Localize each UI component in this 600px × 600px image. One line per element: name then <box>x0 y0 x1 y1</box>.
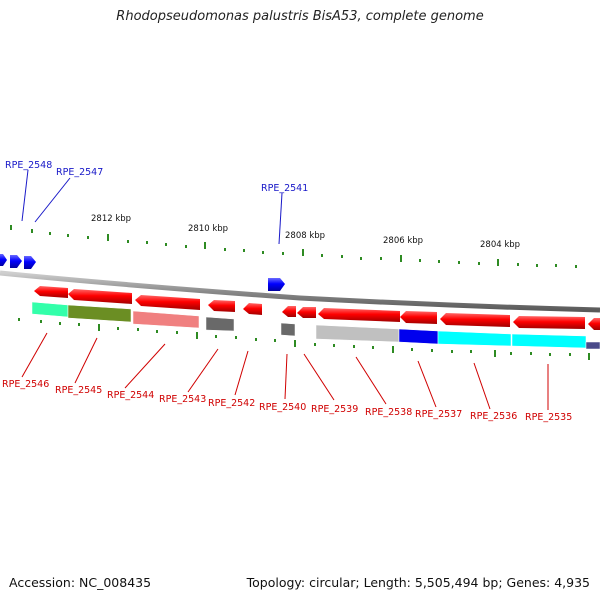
gene-arrow-forward[interactable] <box>0 254 7 266</box>
gene-label[interactable]: RPE_2545 <box>55 385 102 396</box>
gene-arrow-reverse[interactable] <box>243 303 262 315</box>
gene-label[interactable]: RPE_2546 <box>2 379 49 390</box>
gene-arrow-reverse[interactable] <box>513 316 585 329</box>
gene-arrow-reverse[interactable] <box>68 289 132 304</box>
gene-arrow-forward[interactable] <box>10 255 22 268</box>
scale-label: 2804 kbp <box>480 240 520 250</box>
gene-label[interactable]: RPE_2538 <box>365 407 412 418</box>
gene-label[interactable]: RPE_2542 <box>208 398 255 409</box>
genome-backbone <box>0 270 600 313</box>
gene-label[interactable]: RPE_2537 <box>415 409 462 420</box>
gene-arrow-reverse[interactable] <box>208 300 235 312</box>
gene-arrow-reverse[interactable] <box>400 311 437 324</box>
gene-arrow-forward[interactable] <box>268 278 285 291</box>
gene-label[interactable]: RPE_2547 <box>56 167 103 178</box>
gene-label[interactable]: RPE_2544 <box>107 390 154 401</box>
accession-label: Accession: NC_008435 <box>9 575 152 590</box>
gene-label[interactable]: RPE_2539 <box>311 404 358 415</box>
cog-category-bars <box>31 301 600 350</box>
gene-arrow-reverse[interactable] <box>34 286 68 298</box>
gene-arrow-forward[interactable] <box>24 256 36 269</box>
gene-arrow-reverse[interactable] <box>440 313 510 327</box>
gene-arrow-reverse[interactable] <box>318 308 400 322</box>
inner-ticks <box>18 318 590 360</box>
gene-label[interactable]: RPE_2536 <box>470 411 517 422</box>
scale-label: 2810 kbp <box>188 224 228 234</box>
genome-title: Rhodopseudomonas palustris BisA53, compl… <box>116 9 484 24</box>
scale-label: 2806 kbp <box>383 236 423 246</box>
gene-arrow-reverse[interactable] <box>135 295 200 310</box>
gene-label[interactable]: RPE_2548 <box>5 160 52 171</box>
scale-label: 2808 kbp <box>285 231 325 241</box>
gene-arrow-reverse[interactable] <box>297 307 316 318</box>
forward-genes[interactable] <box>0 254 285 291</box>
outer-ticks <box>10 225 577 268</box>
genome-summary: Topology: circular; Length: 5,505,494 bp… <box>246 575 590 590</box>
gene-label[interactable]: RPE_2543 <box>159 394 206 405</box>
gene-arrow-reverse[interactable] <box>588 318 600 330</box>
gene-arrow-reverse[interactable] <box>282 306 296 317</box>
reverse-genes[interactable] <box>34 286 600 330</box>
gene-label[interactable]: RPE_2541 <box>261 183 308 194</box>
scale-label: 2812 kbp <box>91 214 131 224</box>
label-leaders <box>21 169 549 410</box>
gene-label[interactable]: RPE_2535 <box>525 412 572 423</box>
gene-label[interactable]: RPE_2540 <box>259 402 306 413</box>
